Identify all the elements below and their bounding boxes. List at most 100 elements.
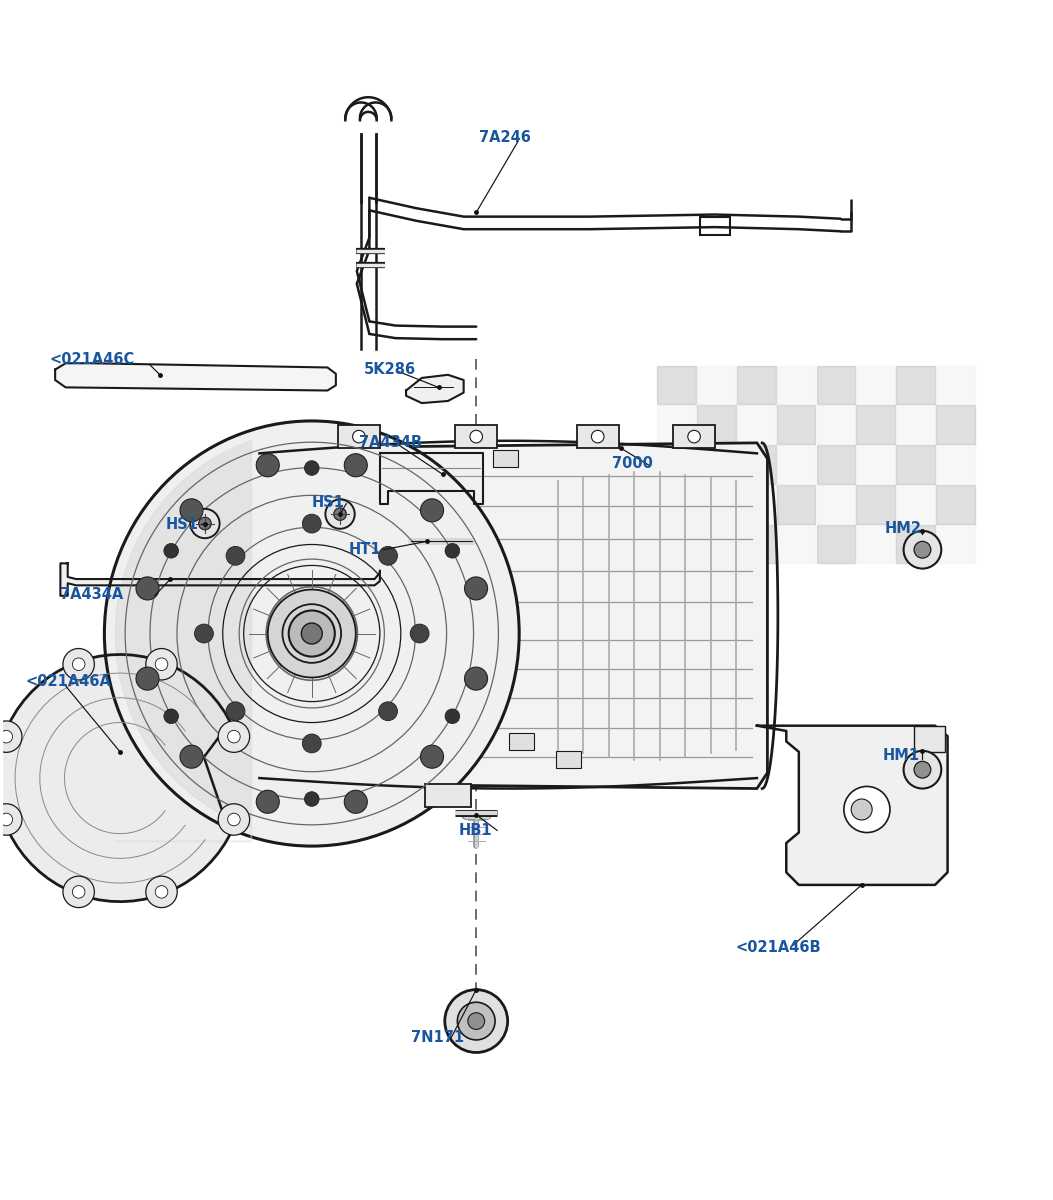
- Circle shape: [145, 648, 177, 680]
- Text: 5K286: 5K286: [364, 362, 416, 377]
- Bar: [697, 485, 736, 523]
- Bar: [777, 406, 815, 444]
- Circle shape: [164, 709, 179, 724]
- Bar: [856, 445, 895, 484]
- Circle shape: [334, 508, 346, 521]
- Bar: [896, 445, 935, 484]
- Circle shape: [289, 611, 335, 656]
- Text: 7N171: 7N171: [412, 1031, 464, 1045]
- Bar: [657, 485, 696, 523]
- Polygon shape: [55, 364, 336, 390]
- Bar: [657, 366, 696, 404]
- Circle shape: [302, 734, 321, 752]
- Circle shape: [295, 617, 329, 650]
- Bar: [914, 726, 946, 752]
- Polygon shape: [380, 454, 482, 504]
- Circle shape: [267, 589, 356, 678]
- Circle shape: [0, 721, 22, 752]
- Circle shape: [155, 658, 167, 671]
- Circle shape: [218, 721, 250, 752]
- Circle shape: [256, 791, 279, 814]
- Text: 7000: 7000: [613, 456, 653, 472]
- Circle shape: [445, 709, 460, 724]
- Bar: [777, 445, 815, 484]
- Circle shape: [688, 431, 700, 443]
- Circle shape: [256, 454, 279, 476]
- Bar: [777, 524, 815, 563]
- Text: HM2: HM2: [885, 521, 921, 536]
- Bar: [856, 524, 895, 563]
- Text: 7A434A: 7A434A: [60, 587, 123, 602]
- Circle shape: [0, 814, 13, 826]
- Text: HT1: HT1: [349, 542, 381, 557]
- Circle shape: [180, 499, 203, 522]
- Circle shape: [73, 658, 85, 671]
- Bar: [657, 445, 696, 484]
- Text: 7A246: 7A246: [479, 130, 532, 144]
- Text: <021A46A: <021A46A: [26, 674, 112, 689]
- Circle shape: [301, 623, 322, 644]
- Text: HM1: HM1: [882, 748, 919, 762]
- Bar: [896, 524, 935, 563]
- Text: auto  parts: auto parts: [278, 618, 523, 661]
- Bar: [936, 406, 975, 444]
- Circle shape: [73, 886, 85, 898]
- Bar: [856, 485, 895, 523]
- Bar: [493, 450, 518, 467]
- Bar: [817, 445, 855, 484]
- Circle shape: [0, 804, 22, 835]
- Circle shape: [0, 731, 13, 743]
- Circle shape: [344, 454, 367, 476]
- Bar: [936, 524, 975, 563]
- Circle shape: [464, 667, 488, 690]
- Ellipse shape: [104, 421, 519, 846]
- Bar: [896, 366, 935, 404]
- Bar: [777, 366, 815, 404]
- Circle shape: [136, 577, 159, 600]
- Circle shape: [344, 791, 367, 814]
- Polygon shape: [0, 654, 231, 901]
- Circle shape: [302, 514, 321, 533]
- Circle shape: [180, 745, 203, 768]
- Circle shape: [191, 509, 220, 539]
- Bar: [737, 406, 776, 444]
- Bar: [697, 445, 736, 484]
- Bar: [700, 217, 730, 235]
- Circle shape: [227, 814, 240, 826]
- Circle shape: [63, 648, 95, 680]
- Circle shape: [468, 1013, 484, 1030]
- Circle shape: [379, 546, 397, 565]
- Bar: [455, 425, 497, 448]
- Circle shape: [411, 624, 429, 643]
- Text: <021A46C: <021A46C: [49, 352, 135, 366]
- Bar: [896, 406, 935, 444]
- Bar: [777, 485, 815, 523]
- Bar: [697, 524, 736, 563]
- Circle shape: [420, 745, 443, 768]
- Circle shape: [325, 499, 355, 529]
- Bar: [425, 785, 471, 808]
- Bar: [556, 751, 581, 768]
- Bar: [936, 445, 975, 484]
- Bar: [577, 425, 619, 448]
- Bar: [697, 366, 736, 404]
- Bar: [817, 524, 855, 563]
- Circle shape: [227, 731, 240, 743]
- Circle shape: [304, 461, 319, 475]
- Text: Scuderia: Scuderia: [187, 518, 614, 608]
- Circle shape: [420, 499, 443, 522]
- Bar: [737, 524, 776, 563]
- Bar: [936, 366, 975, 404]
- Circle shape: [353, 431, 365, 443]
- Circle shape: [164, 544, 179, 558]
- Bar: [817, 485, 855, 523]
- Circle shape: [304, 792, 319, 806]
- Circle shape: [444, 990, 508, 1052]
- Bar: [338, 425, 380, 448]
- Circle shape: [226, 702, 245, 721]
- Bar: [856, 366, 895, 404]
- Circle shape: [843, 786, 890, 833]
- Circle shape: [195, 624, 214, 643]
- Circle shape: [851, 799, 872, 820]
- Bar: [817, 366, 855, 404]
